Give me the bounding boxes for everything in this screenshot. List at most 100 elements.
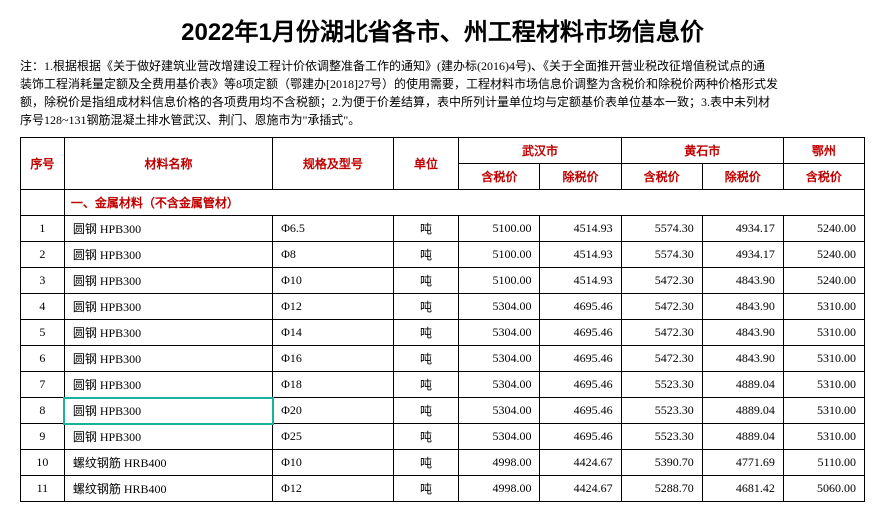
th-unit: 单位: [393, 138, 459, 190]
cell-price: 4424.67: [540, 450, 621, 476]
section-label: 一、金属材料（不含金属管材）: [64, 190, 864, 216]
cell-name: 圆钢 HPB300: [64, 346, 272, 372]
cell-spec: Φ16: [273, 346, 394, 372]
table-row: 8圆钢 HPB300Φ20吨5304.004695.465523.304889.…: [21, 398, 865, 424]
cell-price: 5523.30: [621, 372, 702, 398]
cell-price: 5110.00: [783, 450, 864, 476]
cell-price: 5472.30: [621, 268, 702, 294]
th-incl: 含税价: [621, 164, 702, 190]
cell-spec: Φ12: [273, 476, 394, 502]
cell-price: 5304.00: [459, 424, 540, 450]
cell-price: 5310.00: [783, 294, 864, 320]
cell-price: 5310.00: [783, 346, 864, 372]
cell-unit: 吨: [393, 320, 459, 346]
cell-price: 5100.00: [459, 216, 540, 242]
cell-unit: 吨: [393, 476, 459, 502]
cell-name: 圆钢 HPB300: [64, 424, 272, 450]
cell-seq: 2: [21, 242, 65, 268]
table-row: 5圆钢 HPB300Φ14吨5304.004695.465472.304843.…: [21, 320, 865, 346]
cell-price: 5310.00: [783, 424, 864, 450]
table-row: 4圆钢 HPB300Φ12吨5304.004695.465472.304843.…: [21, 294, 865, 320]
cell-price: 5100.00: [459, 268, 540, 294]
th-name: 材料名称: [64, 138, 272, 190]
cell-seq: 1: [21, 216, 65, 242]
th-city-huangshi: 黄石市: [621, 138, 783, 164]
th-city-wuhan: 武汉市: [459, 138, 621, 164]
cell-unit: 吨: [393, 398, 459, 424]
th-city-ezhou: 鄂州: [783, 138, 864, 164]
cell-seq: 3: [21, 268, 65, 294]
cell-name: 圆钢 HPB300: [64, 216, 272, 242]
page-title: 2022年1月份湖北省各市、州工程材料市场信息价: [20, 12, 865, 47]
cell-price: 5304.00: [459, 346, 540, 372]
cell-price: 5304.00: [459, 320, 540, 346]
cell-price: 4843.90: [702, 320, 783, 346]
cell-price: 4998.00: [459, 450, 540, 476]
cell-price: 4424.67: [540, 476, 621, 502]
cell-price: 5472.30: [621, 346, 702, 372]
cell-price: 4843.90: [702, 294, 783, 320]
cell-unit: 吨: [393, 268, 459, 294]
cell-seq: 9: [21, 424, 65, 450]
section-row: 一、金属材料（不含金属管材）: [21, 190, 865, 216]
cell-price: 5240.00: [783, 242, 864, 268]
table-row: 9圆钢 HPB300Φ25吨5304.004695.465523.304889.…: [21, 424, 865, 450]
cell-price: 5523.30: [621, 398, 702, 424]
cell-unit: 吨: [393, 372, 459, 398]
table-row: 3圆钢 HPB300Φ10吨5100.004514.935472.304843.…: [21, 268, 865, 294]
table-row: 10螺纹钢筋 HRB400Φ10吨4998.004424.675390.7047…: [21, 450, 865, 476]
th-excl: 除税价: [702, 164, 783, 190]
cell-spec: Φ6.5: [273, 216, 394, 242]
cell-price: 5310.00: [783, 398, 864, 424]
cell-seq: 6: [21, 346, 65, 372]
table-row: 2圆钢 HPB300Φ8吨5100.004514.935574.304934.1…: [21, 242, 865, 268]
cell-unit: 吨: [393, 346, 459, 372]
table-row: 1圆钢 HPB300Φ6.5吨5100.004514.935574.304934…: [21, 216, 865, 242]
cell-seq: 11: [21, 476, 65, 502]
cell-name: 圆钢 HPB300: [64, 320, 272, 346]
cell-unit: 吨: [393, 424, 459, 450]
cell-price: 5574.30: [621, 242, 702, 268]
note-text: 注：1.根据根据《关于做好建筑业营改增建设工程计价依调整准备工作的通知》(建办标…: [20, 57, 865, 129]
th-seq: 序号: [21, 138, 65, 190]
th-spec: 规格及型号: [273, 138, 394, 190]
cell-name: 圆钢 HPB300: [64, 294, 272, 320]
cell-price: 4695.46: [540, 346, 621, 372]
cell-price: 5240.00: [783, 216, 864, 242]
cell-spec: Φ25: [273, 424, 394, 450]
cell-spec: Φ10: [273, 268, 394, 294]
cell-seq: 7: [21, 372, 65, 398]
cell-spec: Φ14: [273, 320, 394, 346]
cell-price: 4695.46: [540, 320, 621, 346]
cell-price: 5390.70: [621, 450, 702, 476]
cell-seq: 10: [21, 450, 65, 476]
cell-unit: 吨: [393, 242, 459, 268]
table-row: 11螺纹钢筋 HRB400Φ12吨4998.004424.675288.7046…: [21, 476, 865, 502]
cell-price: 4889.04: [702, 424, 783, 450]
th-incl: 含税价: [783, 164, 864, 190]
cell-price: 4843.90: [702, 268, 783, 294]
th-excl: 除税价: [540, 164, 621, 190]
cell-name: 圆钢 HPB300: [64, 372, 272, 398]
cell-price: 5304.00: [459, 372, 540, 398]
cell-price: 4514.93: [540, 216, 621, 242]
cell-price: 4934.17: [702, 242, 783, 268]
cell-price: 5523.30: [621, 424, 702, 450]
cell-price: 4843.90: [702, 346, 783, 372]
cell-spec: Φ20: [273, 398, 394, 424]
cell-price: 5288.70: [621, 476, 702, 502]
cell-seq: 4: [21, 294, 65, 320]
cell-price: 4695.46: [540, 398, 621, 424]
cell-unit: 吨: [393, 450, 459, 476]
cell-price: 4695.46: [540, 294, 621, 320]
cell-price: 5574.30: [621, 216, 702, 242]
cell-name: 圆钢 HPB300: [64, 268, 272, 294]
cell-price: 4934.17: [702, 216, 783, 242]
th-incl: 含税价: [459, 164, 540, 190]
cell-price: 4681.42: [702, 476, 783, 502]
cell-price: 5310.00: [783, 320, 864, 346]
cell-spec: Φ18: [273, 372, 394, 398]
cell-price: 5100.00: [459, 242, 540, 268]
cell-price: 4514.93: [540, 242, 621, 268]
cell-price: 4889.04: [702, 398, 783, 424]
